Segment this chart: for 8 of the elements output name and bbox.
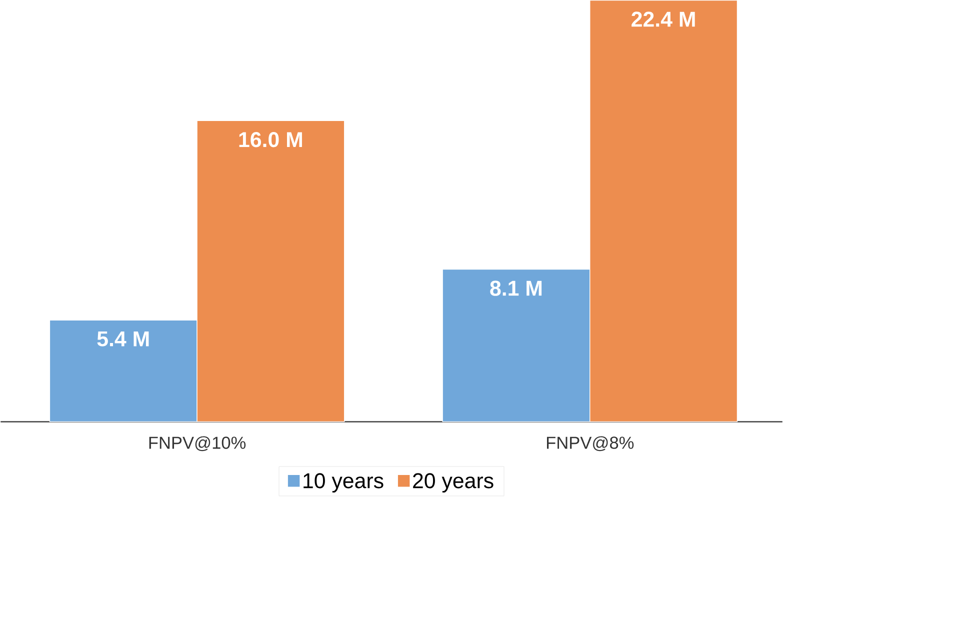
x-tick-label: FNPV@8% bbox=[546, 436, 634, 452]
legend-label: 20 years bbox=[413, 473, 494, 493]
data-label: 5.4 M bbox=[97, 331, 149, 346]
data-label: 16.0 M bbox=[239, 132, 302, 148]
data-label: 8.1 M bbox=[490, 280, 542, 296]
x-tick-label: FNPV@10% bbox=[149, 436, 246, 452]
data-label: 22.4 M bbox=[632, 12, 695, 27]
legend-label: 10 years bbox=[304, 473, 384, 493]
